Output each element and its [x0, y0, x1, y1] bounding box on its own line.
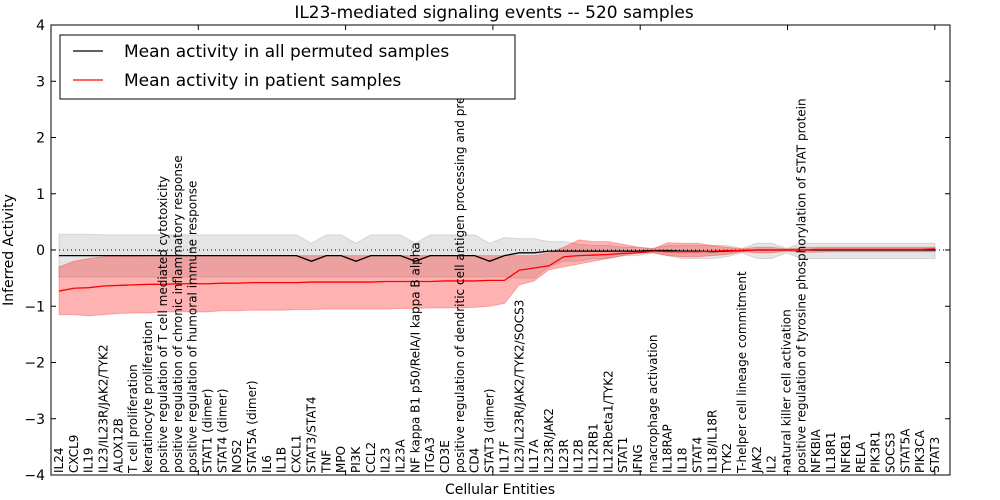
category-label: IL17A	[527, 439, 541, 473]
band-patient	[58, 239, 936, 317]
category-label: CD3E	[438, 440, 452, 473]
category-label: macrophage activation	[646, 335, 660, 473]
category-label: IL18	[676, 448, 690, 474]
y-tick-label: 1	[36, 187, 45, 203]
category-label: IFNG	[631, 444, 645, 473]
category-label: IL18R1	[824, 432, 838, 473]
category-label: ALOX12B	[111, 418, 125, 473]
y-tick-label: 0	[36, 243, 45, 259]
category-label: IL12Rbeta1/TYK2	[601, 370, 615, 473]
category-label: IL17F	[497, 441, 511, 473]
category-label: NOS2	[230, 439, 244, 473]
category-label: IL23	[379, 448, 393, 474]
category-label: NFKB1	[839, 433, 853, 473]
category-label: CD4	[468, 448, 482, 473]
category-label: positive regulation of T cell mediated c…	[156, 176, 170, 473]
category-label: IL23R	[557, 439, 571, 473]
category-label: IL1B	[275, 447, 289, 473]
series-line-patient	[58, 248, 936, 292]
category-label: PIK3R1	[869, 431, 883, 473]
category-label: IL18RAP	[661, 424, 675, 473]
chart-title: IL23-mediated signaling events -- 520 sa…	[294, 3, 694, 23]
category-label: IL12B	[572, 439, 586, 473]
category-label: TYK2	[720, 443, 734, 474]
y-tick-label: 4	[36, 18, 45, 34]
category-label: STAT3	[928, 437, 942, 473]
category-labels: IL24 CXCL9 IL19 IL23/IL23R/JAK2/TYK2 ALOX12B…	[52, 40, 942, 474]
category-label: IL24	[52, 448, 66, 474]
category-label: NFKBIA	[809, 428, 823, 473]
category-label: IL23/IL23R/JAK2/TYK2/SOCS3	[512, 300, 526, 473]
category-label: T-helper cell lineage commitment	[735, 271, 749, 474]
category-label: PI3K	[349, 446, 363, 473]
category-label: T cell proliferation	[126, 364, 140, 474]
y-tick-label: −1	[24, 299, 45, 315]
category-label: STAT4 (dimer)	[215, 389, 229, 473]
category-label: IL2	[765, 455, 779, 473]
y-tick-label: −2	[24, 356, 45, 372]
category-label: RELA	[854, 441, 868, 473]
category-label: IL12RB1	[587, 423, 601, 473]
category-label: natural killer cell activation	[780, 309, 794, 473]
category-label: CXCL1	[290, 435, 304, 473]
lines-layer	[58, 248, 936, 292]
category-label: STAT5A (dimer)	[245, 380, 259, 473]
legend-box	[59, 34, 516, 100]
legend-label-patient: Mean activity in patient samples	[124, 71, 401, 91]
category-label: CXCL9	[67, 435, 81, 473]
category-label: JAK2	[750, 446, 764, 474]
category-label: CCL2	[364, 442, 378, 473]
category-label: IL23/IL23R/JAK2/TYK2	[97, 344, 111, 473]
category-label: STAT5A	[898, 428, 912, 473]
category-label: STAT4	[690, 437, 704, 473]
category-label: PIK3CA	[913, 429, 927, 473]
category-label: STAT1	[616, 437, 630, 473]
y-tick-label: 2	[36, 131, 45, 147]
bands-layer	[58, 233, 936, 317]
category-label: positive regulation of tyrosine phosphor…	[794, 98, 808, 473]
category-label: IL23A	[393, 439, 407, 473]
category-label: SOCS3	[883, 432, 897, 473]
category-label: positive regulation of chronic inflammat…	[171, 155, 185, 473]
category-label: IL6	[260, 455, 274, 473]
category-label: ITGA3	[423, 437, 437, 473]
category-label: keratinocyte proliferation	[141, 321, 155, 473]
y-tick-label: 3	[36, 74, 45, 90]
category-label: MPO	[334, 446, 348, 473]
category-label: NF kappa B1 p50/RelA/I kappa B alpha	[408, 242, 422, 473]
x-axis-label: Cellular Entities	[445, 482, 555, 498]
category-label: TNF	[319, 450, 333, 474]
legend: Mean activity in all permuted samples Me…	[59, 34, 516, 100]
category-label: STAT3 (dimer)	[483, 389, 497, 473]
x-ticks	[50, 25, 936, 475]
y-axis-label: Inferred Activity	[1, 194, 17, 306]
category-label: IL18/IL18R	[705, 410, 719, 473]
category-label: positive regulation of dendritic cell an…	[453, 40, 467, 473]
y-ticks: 4 3 2 1 0 −1 −2 −3 −4	[24, 18, 950, 484]
y-tick-label: −4	[24, 468, 45, 484]
category-label: STAT1 (dimer)	[200, 389, 214, 473]
band-permuted	[58, 233, 936, 279]
legend-label-permuted: Mean activity in all permuted samples	[124, 42, 449, 62]
category-label: positive regulation of humoral immune re…	[186, 181, 200, 473]
category-label: STAT3/STAT4	[304, 396, 318, 473]
category-label: IL19	[82, 448, 96, 474]
category-label: IL23R/JAK2	[542, 408, 556, 473]
y-tick-label: −3	[24, 412, 45, 428]
